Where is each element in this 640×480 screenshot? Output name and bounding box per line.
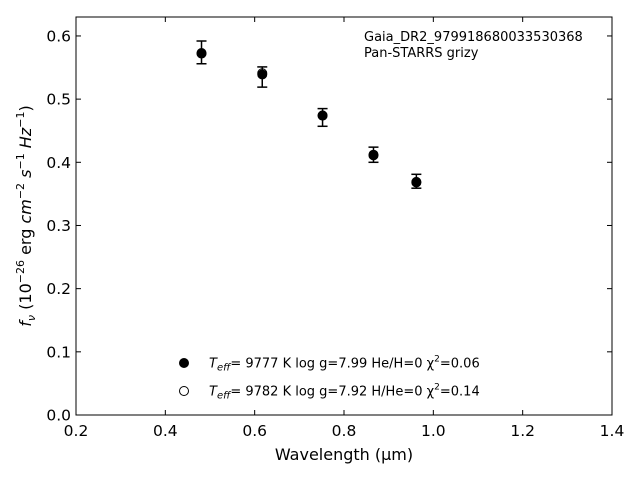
y-tick-label: 0.5 (46, 91, 71, 109)
model-point-open (257, 68, 268, 79)
y-axis-label: fν (10−26 erg cm−2 s−1 Hz−1) (14, 105, 38, 326)
x-tick-label: 0.8 (332, 422, 357, 440)
model-point-open (317, 110, 328, 121)
x-tick-label: 1.2 (510, 422, 535, 440)
model-point-open (368, 150, 379, 161)
svg-text:fν (10−26 erg cm−2 s−1 Hz−1): fν (10−26 erg cm−2 s−1 Hz−1) (14, 105, 38, 326)
x-tick-label: 1.4 (600, 422, 625, 440)
model-point-open (196, 48, 207, 59)
legend-label: Teff= 9782 K log g=7.92 H/He=0 χ2=0.14 (209, 383, 480, 402)
x-tick-label: 0.6 (242, 422, 267, 440)
y-tick-labels: 0.0 0.1 0.2 0.3 0.4 0.5 0.6 (46, 27, 71, 424)
model-point-open (411, 177, 422, 188)
y-tick-label: 0.4 (46, 154, 71, 172)
legend: Teff= 9777 K log g=7.99 He/H=0 χ2=0.06 Te… (179, 355, 480, 402)
y-tick-label: 0.2 (46, 280, 71, 298)
legend-label: Teff= 9777 K log g=7.99 He/H=0 χ2=0.06 (209, 355, 480, 374)
ticks (75, 17, 613, 416)
x-tick-label: 1.0 (421, 422, 446, 440)
y-tick-label: 0.0 (46, 407, 71, 425)
y-tick-label: 0.6 (46, 27, 71, 45)
markers (196, 48, 422, 188)
annotation-star-id: Gaia_DR2_979918680033530368 (364, 30, 583, 45)
y-tick-label: 0.3 (46, 217, 71, 235)
y-tick-label: 0.1 (46, 343, 71, 361)
legend-marker-open (179, 386, 189, 396)
x-tick-label: 0.4 (153, 422, 178, 440)
x-tick-labels: 0.2 0.4 0.6 0.8 1.0 1.2 1.4 (64, 422, 625, 440)
annotation-survey: Pan-STARRS grizy (364, 46, 479, 61)
x-tick-label: 0.2 (64, 422, 89, 440)
x-axis-label: Wavelength (μm) (275, 445, 413, 464)
legend-marker-filled (179, 358, 189, 368)
